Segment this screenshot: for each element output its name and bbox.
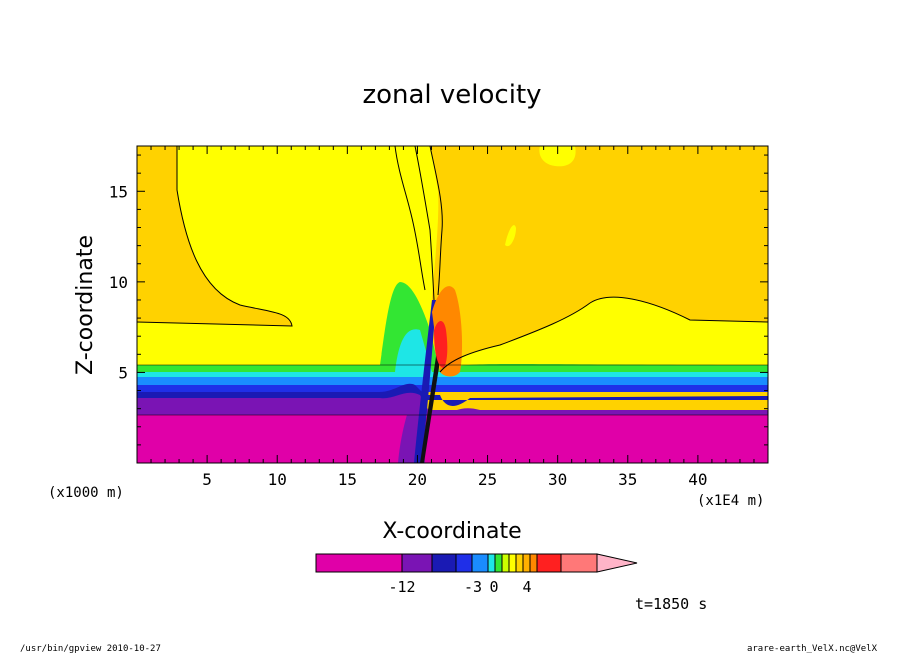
x-tick-label: 15 — [338, 470, 357, 489]
x-tick-label: 20 — [408, 470, 427, 489]
contour-line-4 — [414, 146, 435, 301]
time-annotation: t=1850 s — [635, 595, 707, 613]
colorbar-label: 0 — [489, 578, 498, 596]
contour-band-purple — [137, 392, 768, 415]
x-tick-label: 30 — [548, 470, 567, 489]
y-tick-label: 5 — [118, 363, 128, 382]
plot-frame — [136, 145, 769, 464]
contour-band-green — [137, 282, 768, 380]
contour-patch-top — [539, 146, 576, 167]
contour-band-lightblue — [137, 377, 768, 385]
y-tick-label: 10 — [109, 273, 128, 292]
colorbar-segment — [522, 553, 531, 573]
colorbar-segment — [487, 553, 496, 573]
x-axis: 5 10 15 20 25 30 35 40 — [150, 146, 755, 489]
footer-right: arare-earth_VelX.nc@VelX — [747, 644, 878, 654]
colorbar-label: 4 — [522, 578, 531, 596]
contour-line-3 — [394, 146, 426, 291]
x-tick-label: 40 — [688, 470, 707, 489]
contour-band-cyan — [137, 329, 768, 382]
colorbar-segment — [536, 553, 562, 573]
colorbar-segment — [515, 553, 524, 573]
colorbar-segment — [315, 553, 403, 573]
colorbar: -12 -3 0 4 — [315, 553, 638, 596]
colorbar-segment — [431, 553, 457, 573]
colorbar-label: -3 — [464, 578, 482, 596]
colorbar-segment — [471, 553, 489, 573]
colorbar-segment — [501, 553, 510, 573]
contour-band-blue — [137, 385, 768, 392]
x-axis-label: X-coordinate — [382, 519, 521, 544]
contour-fill-group — [137, 146, 768, 463]
colorbar-segment — [560, 553, 598, 573]
contour-line-1 — [137, 146, 293, 327]
chart-title: zonal velocity — [362, 80, 541, 110]
contour-band-darkblue — [137, 383, 768, 406]
x-tick-label: 5 — [202, 470, 212, 489]
y-tick-label: 15 — [109, 182, 128, 201]
contour-front-lines — [420, 330, 444, 463]
colorbar-segment — [508, 553, 517, 573]
colorbar-arrow — [596, 553, 638, 573]
colorbar-label: -12 — [388, 578, 415, 596]
contour-line-2 — [439, 296, 768, 373]
contour-patch-small — [505, 225, 516, 247]
contour-front-dark — [414, 300, 436, 463]
x-unit-left: (x1000 m) — [48, 485, 124, 501]
x-tick-label: 25 — [478, 470, 497, 489]
contour-region-mid — [137, 146, 768, 370]
contour-band-purple-lower — [137, 410, 768, 415]
contour-jet-red — [434, 321, 448, 368]
x-unit-right: (x1E4 m) — [697, 493, 764, 509]
colorbar-segment — [455, 553, 473, 573]
colorbar-segment — [401, 553, 433, 573]
contour-band-magenta — [137, 415, 768, 463]
colorbar-segment — [529, 553, 538, 573]
contour-line-5 — [429, 146, 443, 296]
x-tick-label: 10 — [268, 470, 287, 489]
footer-left: /usr/bin/gpview 2010-10-27 — [20, 644, 161, 654]
colorbar-segment — [494, 553, 503, 573]
x-tick-label: 35 — [618, 470, 637, 489]
y-axis: 5 10 15 — [109, 154, 768, 446]
y-axis-label: Z-coordinate — [73, 235, 98, 375]
